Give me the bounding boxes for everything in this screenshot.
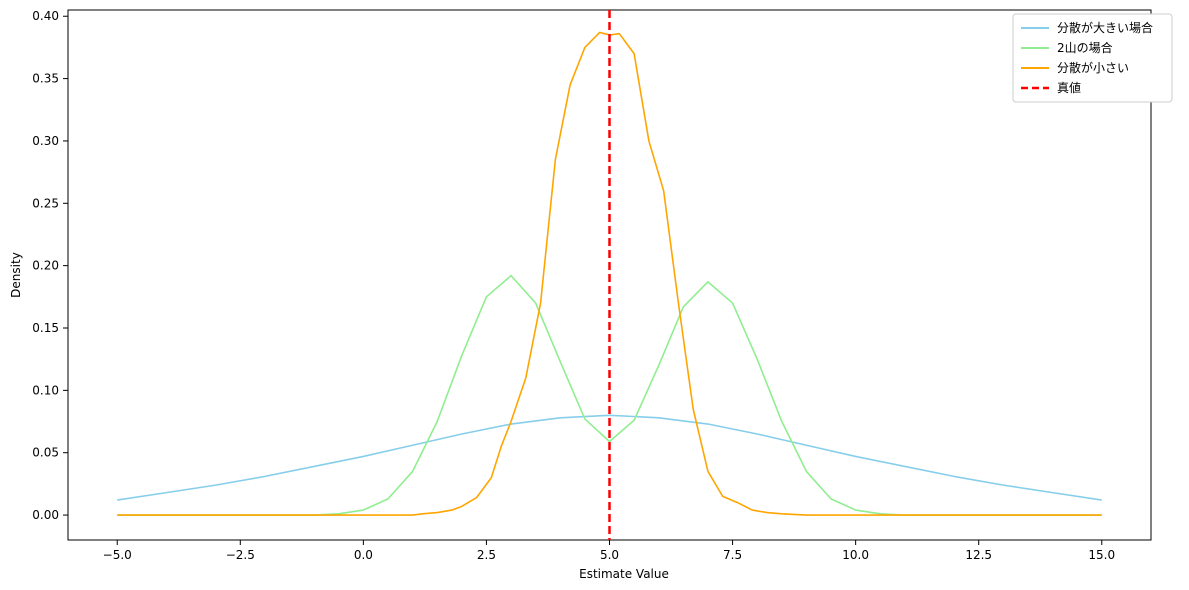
- y-tick-label: 0.15: [32, 321, 59, 335]
- legend-box: [1012, 13, 1173, 103]
- x-tick-label: 7.5: [723, 548, 742, 562]
- y-tick-label: 0.40: [32, 9, 59, 23]
- legend: 分散が大きい場合 2山の場合 分散が小さい 真値: [1012, 13, 1173, 103]
- y-tick-label: 0.05: [32, 446, 59, 460]
- y-tick-label: 0.20: [32, 259, 59, 273]
- x-tick-label: 2.5: [477, 548, 496, 562]
- x-tick-label: −2.5: [226, 548, 255, 562]
- x-axis-title: Estimate Value: [579, 567, 669, 581]
- y-tick-label: 0.25: [32, 196, 59, 210]
- legend-label-small-variance: 分散が小さい: [1057, 60, 1129, 75]
- y-tick-label: 0.00: [32, 508, 59, 522]
- x-axis: −5.0 −2.5 0.0 2.5 5.0 7.5 10.0 12.5 15.0: [103, 540, 1115, 562]
- legend-label-large-variance: 分散が大きい場合: [1057, 20, 1153, 35]
- y-tick-label: 0.35: [32, 72, 59, 86]
- y-tick-label: 0.30: [32, 134, 59, 148]
- series-layer: [117, 31, 1102, 516]
- series-line-2: [117, 31, 1102, 516]
- x-tick-label: 15.0: [1088, 548, 1115, 562]
- x-tick-label: 10.0: [842, 548, 869, 562]
- x-tick-label: 12.5: [965, 548, 992, 562]
- x-tick-label: −5.0: [103, 548, 132, 562]
- series-line-1: [117, 274, 1102, 516]
- y-axis: 0.00 0.05 0.10 0.15 0.20 0.25 0.30 0.35 0.40: [32, 9, 68, 522]
- series-line-0: [117, 414, 1102, 501]
- y-axis-title: Density: [9, 252, 23, 298]
- x-tick-label: 0.0: [354, 548, 373, 562]
- legend-label-bimodal: 2山の場合: [1057, 40, 1113, 55]
- legend-label-true-value: 真値: [1057, 80, 1081, 95]
- y-tick-label: 0.10: [32, 383, 59, 397]
- x-tick-label: 5.0: [600, 548, 619, 562]
